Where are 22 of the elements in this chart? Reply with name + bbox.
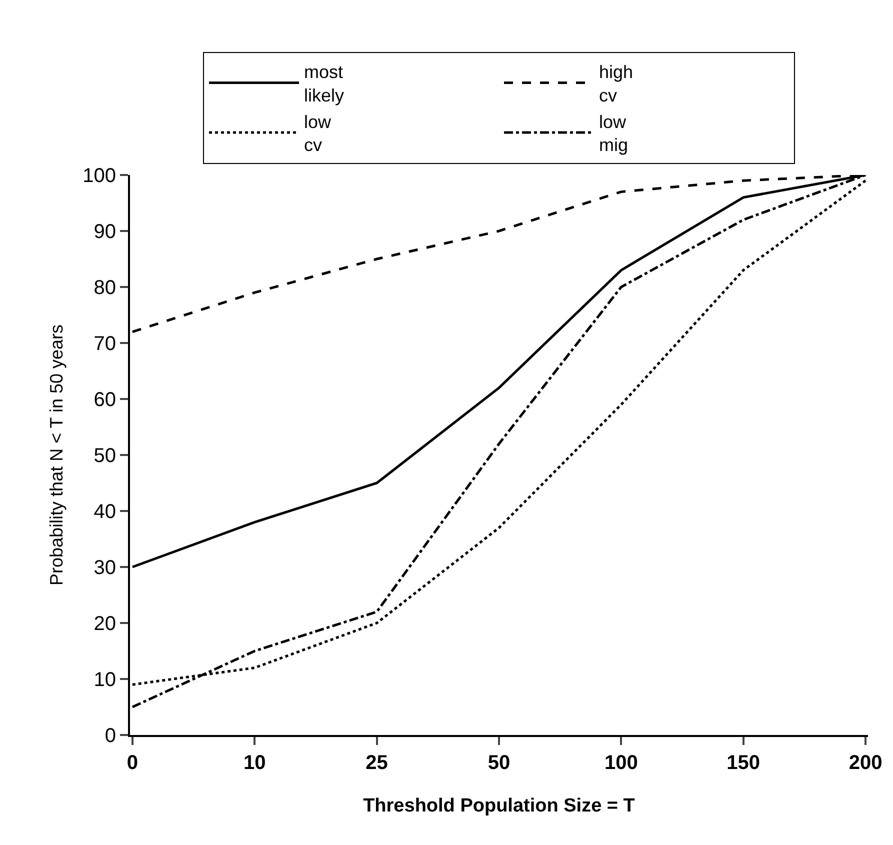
x-tick-label: 100: [604, 752, 638, 774]
y-tick-label: 0: [104, 725, 116, 747]
y-tick-label: 50: [94, 445, 116, 467]
y-tick-label: 40: [94, 501, 116, 523]
y-tick-label: 10: [94, 669, 116, 691]
y-tick-label: 60: [94, 389, 116, 411]
y-tick-label: 80: [94, 277, 116, 299]
x-tick-label: 200: [848, 752, 882, 774]
legend-label: low cv: [304, 112, 332, 156]
x-tick-label: 0: [126, 752, 138, 774]
y-tick-label: 90: [94, 221, 116, 243]
legend-label: low mig: [599, 112, 628, 156]
y-tick-label: 100: [82, 165, 116, 187]
x-tick-label: 50: [488, 752, 510, 774]
x-axis-title: Threshold Population Size = T: [363, 795, 636, 816]
y-tick-label: 70: [94, 333, 116, 355]
y-tick-label: 30: [94, 557, 116, 579]
x-tick-label: 10: [244, 752, 266, 774]
x-tick-label: 25: [366, 752, 388, 774]
y-tick-label: 20: [94, 613, 116, 635]
x-tick-label: 150: [726, 752, 760, 774]
y-axis-title: Probability that N < T in 50 years: [46, 324, 66, 586]
